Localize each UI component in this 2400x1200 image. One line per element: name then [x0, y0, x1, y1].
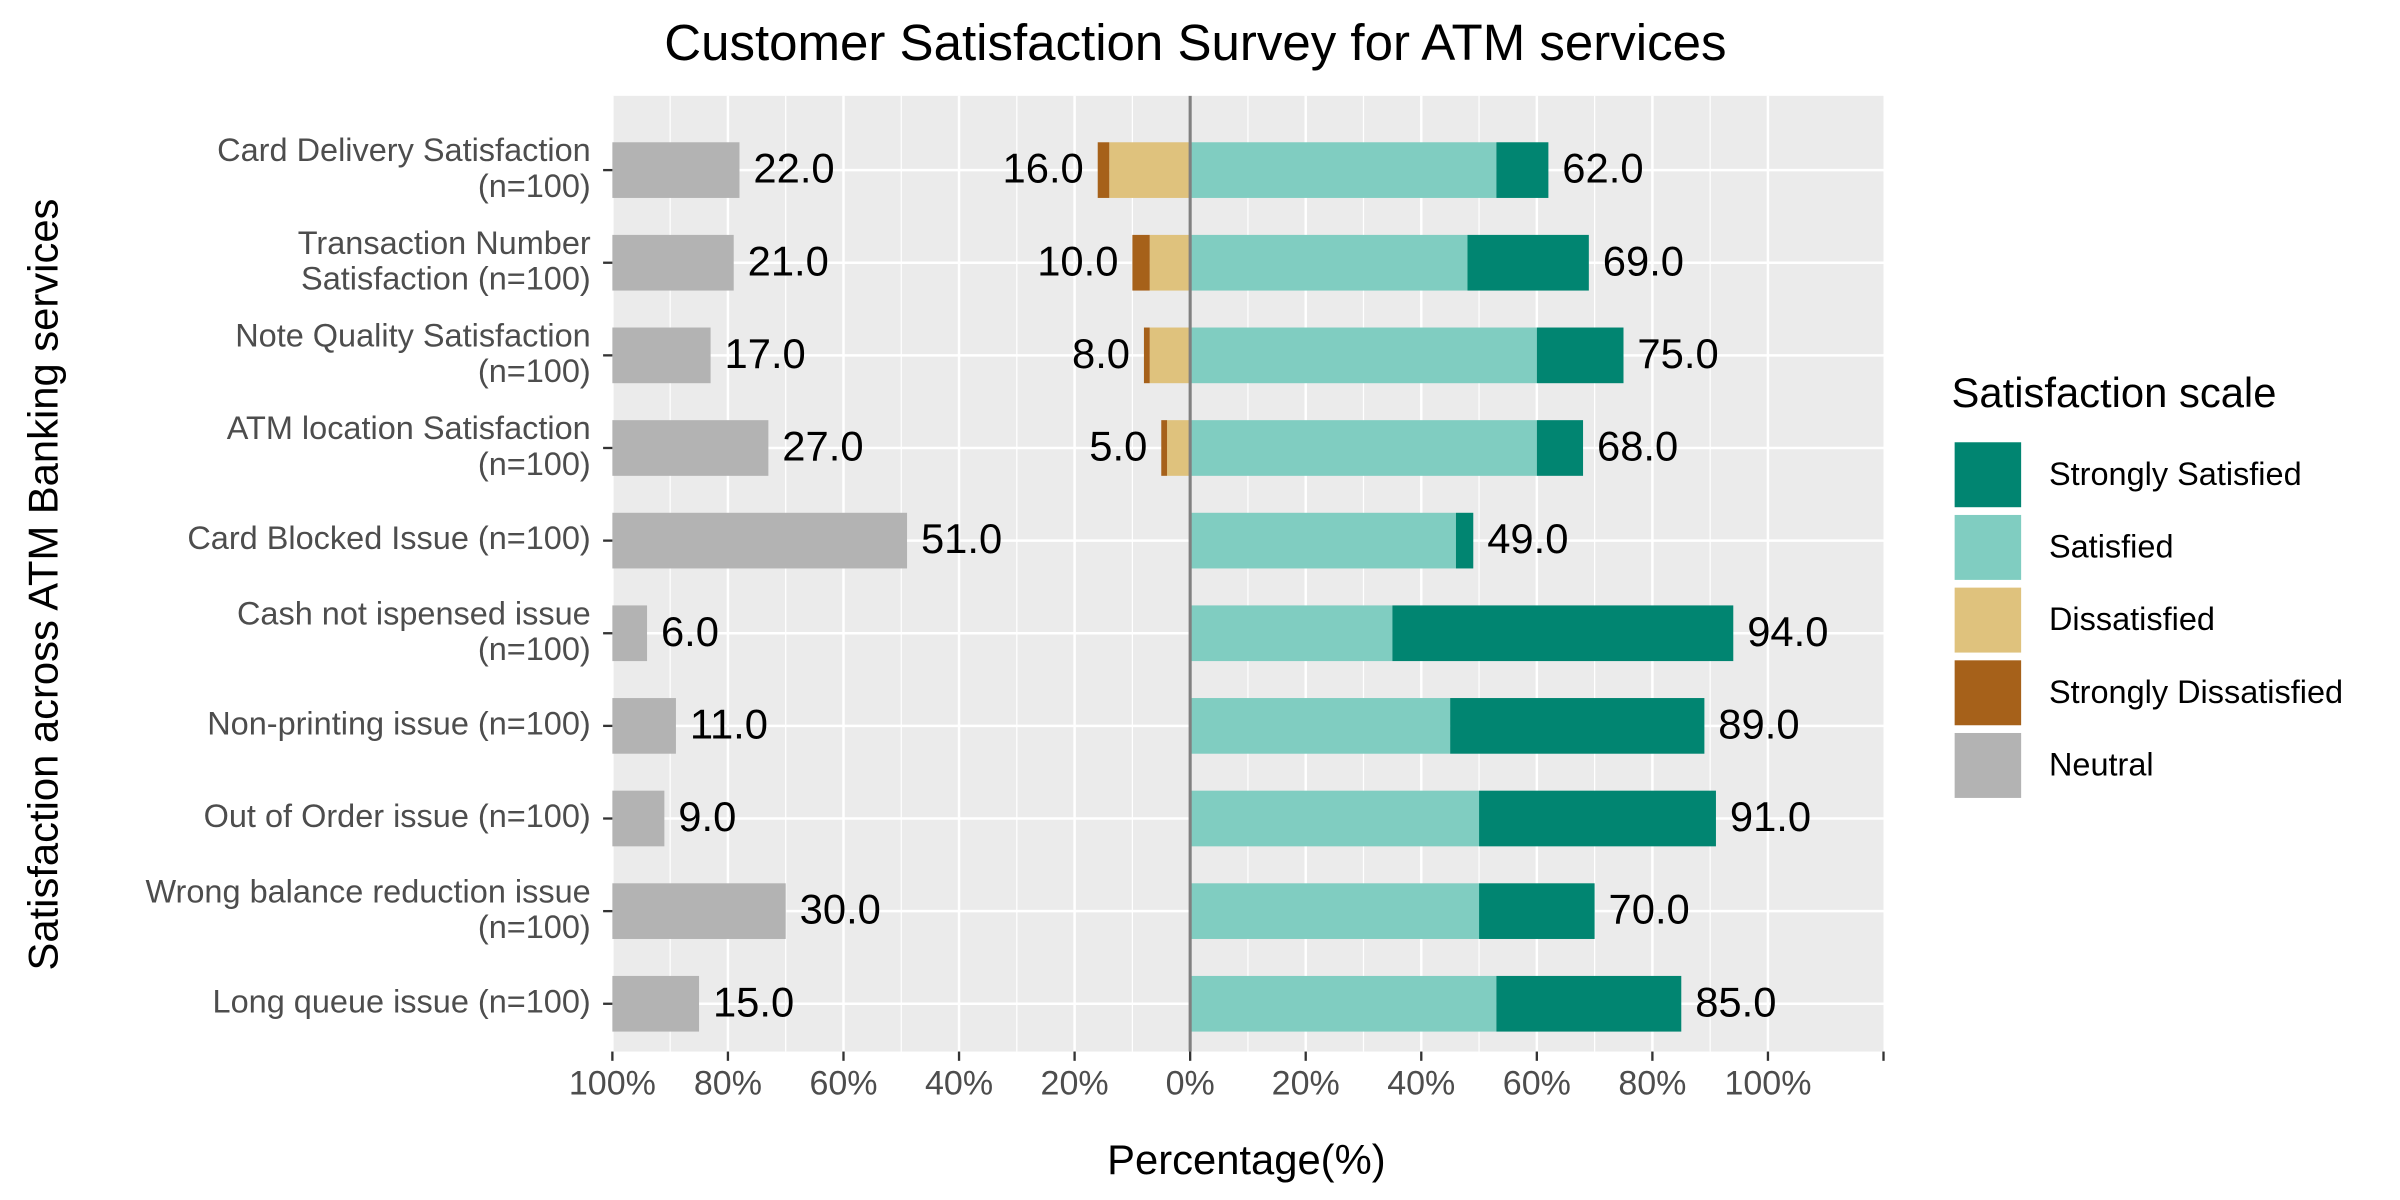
y-tick-label: Out of Order issue (n=100): [204, 798, 591, 834]
bar-segment: [1190, 420, 1537, 476]
bar-segment: [1190, 790, 1480, 847]
x-tick-label: 60%: [809, 1065, 877, 1103]
y-tick-label: Card Delivery Satisfaction (n=100): [217, 132, 591, 204]
bar-segment: [612, 790, 665, 847]
y-tick-label: Card Blocked Issue (n=100): [187, 520, 590, 556]
bar-segment: [1149, 327, 1191, 384]
bar-segment: [612, 327, 711, 384]
bar-segment: [1479, 790, 1716, 847]
bar-segment: [1496, 975, 1682, 1032]
value-label: 91.0: [1730, 793, 1811, 840]
y-tick-label: ATM location Satisfaction (n=100): [227, 410, 591, 482]
value-label: 49.0: [1487, 515, 1568, 562]
bar-segment: [1190, 512, 1456, 569]
legend-label: Satisfied: [2049, 529, 2174, 565]
value-label: 21.0: [748, 237, 829, 284]
value-label: 68.0: [1597, 423, 1678, 470]
value-label: 85.0: [1695, 978, 1776, 1025]
bar-segment: [1190, 142, 1497, 198]
legend-label: Neutral: [2049, 747, 2154, 783]
bar-segment: [1190, 883, 1480, 939]
value-label: 6.0: [661, 608, 719, 655]
bar-segment: [1455, 512, 1474, 569]
legend-label: Strongly Dissatisfied: [2049, 674, 2343, 710]
bar-segment: [1496, 142, 1549, 198]
value-label: 27.0: [782, 423, 863, 470]
y-tick-label: Long queue issue (n=100): [213, 983, 591, 1019]
legend-label: Strongly Satisfied: [2049, 456, 2302, 492]
bar-segment: [612, 142, 740, 198]
bar-segment: [1109, 142, 1191, 198]
y-tick-label: Non-printing issue (n=100): [207, 705, 591, 741]
value-label: 51.0: [921, 515, 1002, 562]
value-label: 70.0: [1609, 886, 1690, 933]
bar-segment: [1190, 975, 1497, 1032]
chart-title: Customer Satisfaction Survey for ATM ser…: [664, 14, 1726, 71]
x-axis-title: Percentage(%): [1107, 1136, 1385, 1183]
bar-segment: [612, 883, 786, 939]
x-tick-label: 0%: [1166, 1065, 1215, 1103]
bar-segment: [1450, 698, 1705, 754]
value-label: 22.0: [753, 145, 834, 192]
value-label: 8.0: [1072, 330, 1130, 377]
value-label: 16.0: [1003, 145, 1084, 192]
bar-segment: [1167, 420, 1191, 476]
value-label: 94.0: [1747, 608, 1828, 655]
value-label: 75.0: [1637, 330, 1718, 377]
bar-segment: [612, 234, 734, 291]
x-tick-label: 80%: [1618, 1065, 1686, 1103]
bar-segment: [612, 605, 648, 662]
legend-key: [1954, 732, 2022, 798]
bar-segment: [1467, 234, 1589, 291]
value-label: 69.0: [1603, 237, 1684, 284]
bar-segment: [1161, 420, 1168, 476]
legend-label: Dissatisfied: [2049, 601, 2215, 637]
bar-segment: [612, 975, 700, 1032]
bar-segment: [1143, 327, 1150, 384]
value-label: 15.0: [713, 978, 794, 1025]
bar-segment: [1132, 234, 1150, 291]
bar-segment: [1149, 234, 1191, 291]
value-label: 17.0: [725, 330, 806, 377]
x-tick-label: 100%: [1724, 1065, 1811, 1103]
y-tick-label: Note Quality Satisfaction (n=100): [235, 317, 591, 389]
bar-segment: [1536, 420, 1584, 476]
bar-segment: [1190, 234, 1468, 291]
x-tick-label: 20%: [1041, 1065, 1109, 1103]
bar-segment: [1536, 327, 1624, 384]
bar-segment: [612, 512, 908, 569]
bar-segment: [612, 420, 769, 476]
value-label: 89.0: [1718, 700, 1799, 747]
value-label: 9.0: [678, 793, 736, 840]
legend-title: Satisfaction scale: [1952, 369, 2277, 416]
y-tick-label: Transaction Number Satisfaction (n=100): [298, 224, 591, 296]
y-tick-label: Wrong balance reduction issue (n=100): [146, 873, 591, 945]
bar-segment: [1392, 605, 1734, 662]
value-label: 10.0: [1037, 237, 1118, 284]
legend-key: [1954, 514, 2022, 580]
bar-segment: [1190, 698, 1451, 754]
x-tick-label: 40%: [925, 1065, 993, 1103]
y-tick-label: Cash not ispensed issue (n=100): [237, 595, 591, 667]
marks: 22.0 62.0 16.0 21.0 69.0 10.0 17.0 75.0 8.0 27.0 6…: [612, 95, 1828, 1052]
bar-segment: [1097, 142, 1110, 198]
legend-key: [1954, 442, 2022, 508]
x-tick-label: 20%: [1272, 1065, 1340, 1103]
bar-segment: [1190, 605, 1393, 662]
value-label: 62.0: [1562, 145, 1643, 192]
bar-segment: [1479, 883, 1595, 939]
y-axis-title: Satisfaction across ATM Banking services: [19, 199, 66, 971]
value-label: 30.0: [800, 886, 881, 933]
x-tick-label: 80%: [694, 1065, 762, 1103]
value-label: 11.0: [690, 700, 768, 747]
legend-key: [1954, 587, 2022, 653]
legend-key: [1954, 660, 2022, 726]
x-tick-label: 100%: [569, 1065, 656, 1103]
x-tick-label: 40%: [1387, 1065, 1455, 1103]
bar-segment: [1190, 327, 1537, 384]
bar-segment: [612, 698, 676, 754]
value-label: 5.0: [1089, 423, 1147, 470]
x-tick-label: 60%: [1503, 1065, 1571, 1103]
